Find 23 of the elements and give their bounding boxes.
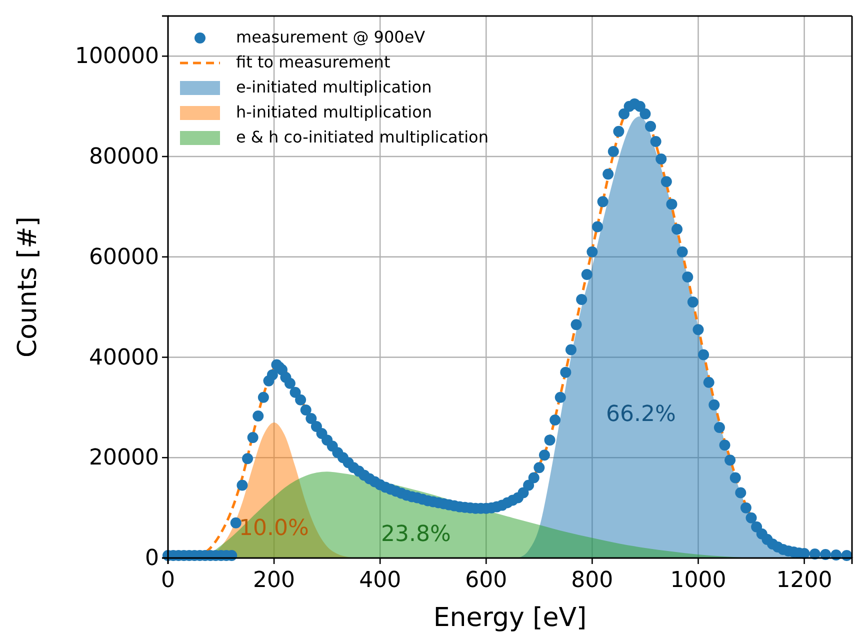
y-tick-label: 20000 xyxy=(89,446,159,471)
legend-label: e-initiated multiplication xyxy=(236,77,432,96)
y-axis-title: Counts [#] xyxy=(13,216,43,358)
x-tick-label: 400 xyxy=(359,568,402,593)
annotation: 10.0% xyxy=(239,516,309,542)
x-tick-label: 0 xyxy=(161,568,175,593)
x-tick-label: 200 xyxy=(253,568,296,593)
annotation: 66.2% xyxy=(606,402,676,428)
y-tick-label: 40000 xyxy=(89,345,159,370)
annotation: 23.8% xyxy=(381,522,451,548)
x-tick-label: 600 xyxy=(465,568,508,593)
y-tick-label: 60000 xyxy=(89,244,159,270)
legend-label: e & h co-initiated multiplication xyxy=(236,127,488,146)
y-tick-label: 100000 xyxy=(75,44,159,70)
x-axis-title: Energy [eV] xyxy=(433,603,587,633)
legend-label: measurement @ 900eV xyxy=(236,27,426,46)
y-tick-label: 0 xyxy=(145,546,159,572)
x-tick-label: 1000 xyxy=(670,568,726,593)
x-tick-label: 1200 xyxy=(776,568,832,593)
y-tick-label: 80000 xyxy=(89,144,159,170)
legend-label: fit to measurement xyxy=(236,52,390,72)
x-tick-label: 800 xyxy=(571,568,614,593)
legend-label: h-initiated multiplication xyxy=(236,102,432,122)
